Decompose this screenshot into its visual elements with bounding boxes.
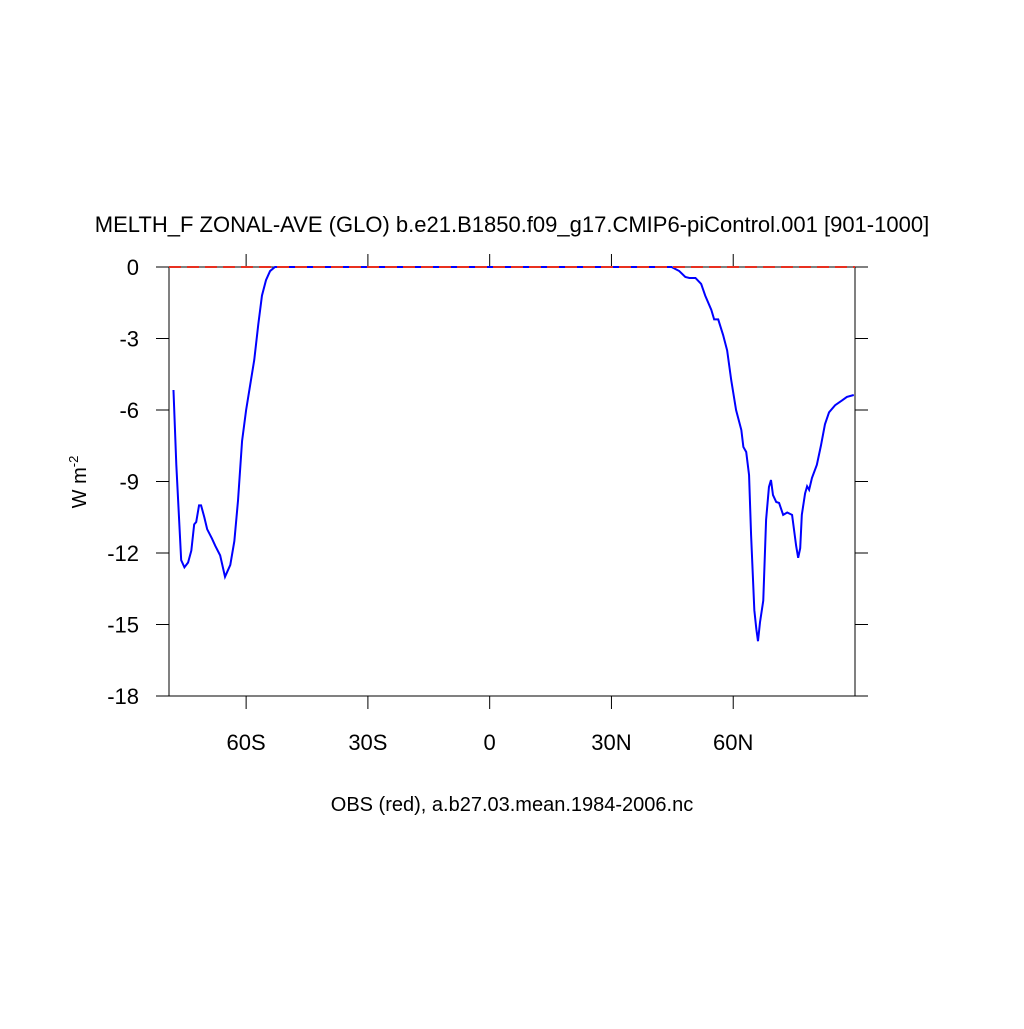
x-tick-label: 30N [591,730,631,755]
y-tick-label: 0 [127,255,139,280]
x-tick-label: 0 [484,730,496,755]
y-tick-label: -9 [119,470,139,495]
y-tick-label: -18 [107,684,139,709]
y-label-sup: -2 [66,456,81,468]
y-tick-label: -15 [107,613,139,638]
x-tick-label: 60S [227,730,266,755]
x-tick-label: 30S [348,730,387,755]
series-line [172,266,855,642]
y-axis-label: W m-2 [66,456,91,509]
footnote: OBS (red), a.b27.03.mean.1984-2006.nc [331,794,693,816]
plot-frame [168,266,856,697]
x-tick-label: 60N [713,730,753,755]
y-tick-label: -12 [107,541,139,566]
y-tick-label: -3 [119,327,139,352]
y-tick-label: -6 [119,398,139,423]
chart-title: MELTH_F ZONAL-AVE (GLO) b.e21.B1850.f09_… [95,212,929,237]
y-label-main: W m [69,467,91,508]
